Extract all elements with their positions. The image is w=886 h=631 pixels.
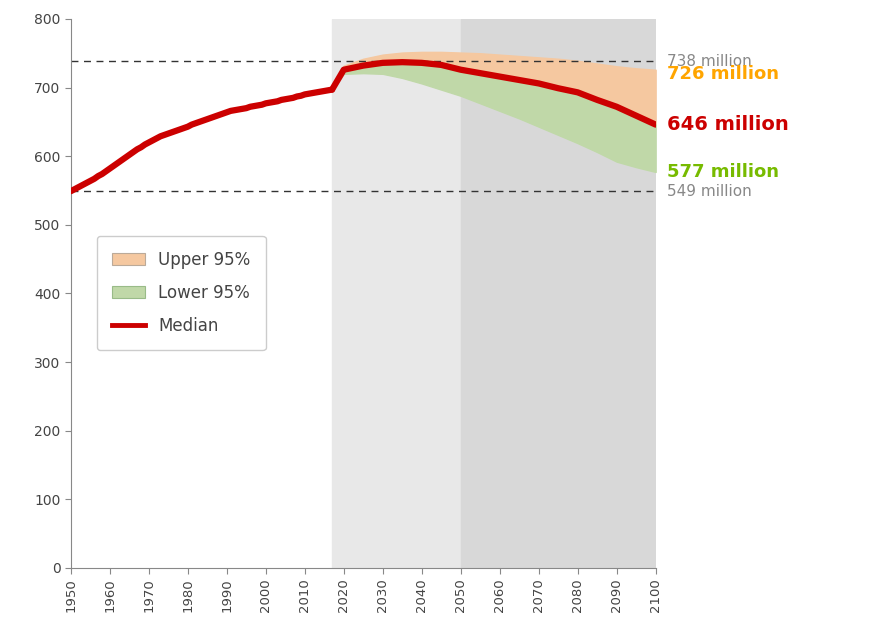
Legend: Upper 95%, Lower 95%, Median: Upper 95%, Lower 95%, Median [97,236,266,350]
Bar [332,19,461,568]
Text: 549 million: 549 million [667,184,751,199]
Bar [461,19,656,568]
Text: 726 million: 726 million [667,65,779,83]
Text: 738 million: 738 million [667,54,751,69]
Text: 646 million: 646 million [667,115,789,134]
Text: 577 million: 577 million [667,163,779,181]
